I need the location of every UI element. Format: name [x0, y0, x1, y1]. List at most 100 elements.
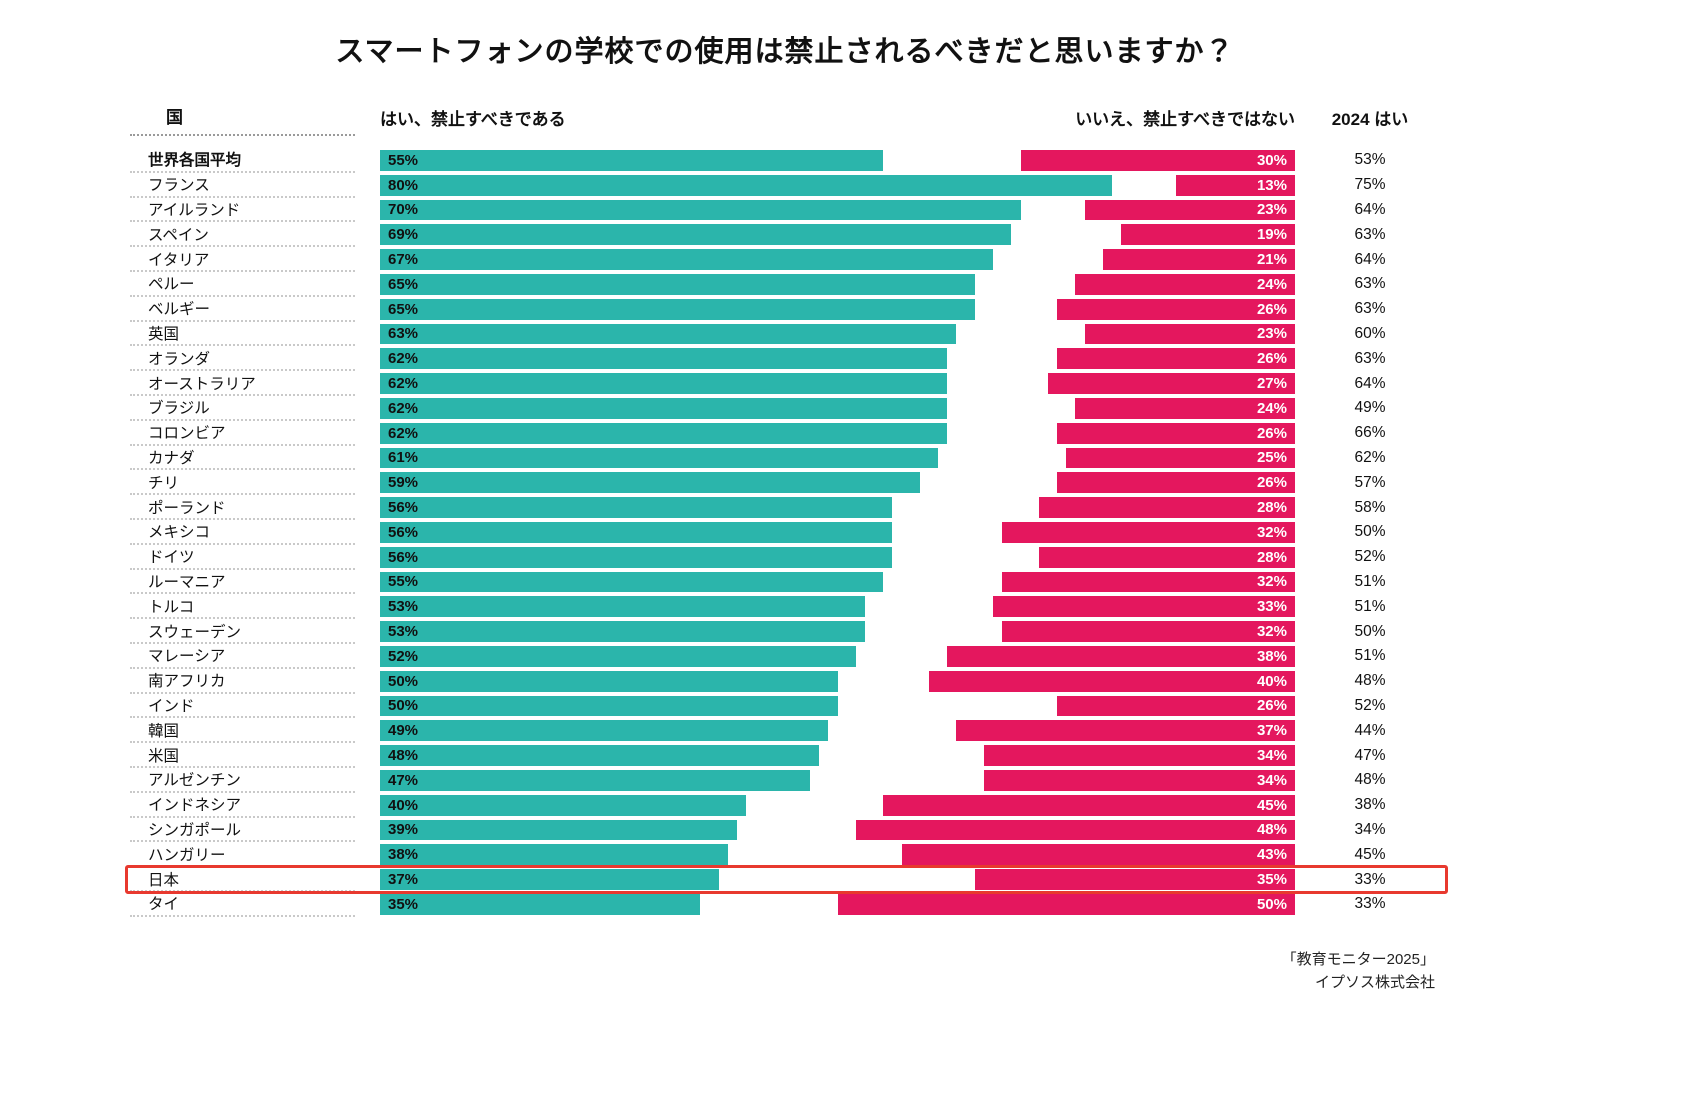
row-spacer-1: [355, 793, 380, 818]
country-label: 英国: [130, 322, 355, 347]
bar-area: 40% 45%: [380, 793, 1295, 818]
no-bar-value: 50%: [1256, 895, 1287, 913]
table-row: ハンガリー 38% 43% 45%: [130, 842, 1440, 868]
table-row: 世界各国平均 55% 30% 53%: [130, 148, 1440, 173]
country-label: インドネシア: [130, 793, 355, 818]
table-row: フランス 80% 13% 75%: [130, 173, 1440, 198]
country-label: シンガポール: [130, 818, 355, 843]
table-row: 日本 37% 35% 33%: [125, 865, 1448, 894]
yes-2024-value: 48%: [1354, 771, 1386, 789]
yes-2024-value: 53%: [1354, 151, 1386, 169]
column-header-no: いいえ、禁止すべきではない: [1075, 110, 1295, 129]
country-label: アルゼンチン: [130, 768, 355, 793]
no-bar-value: 32%: [1256, 623, 1287, 641]
no-bar-value: 25%: [1256, 449, 1287, 467]
row-spacer-2: [1295, 173, 1315, 198]
table-row: オーストラリア 62% 27% 64%: [130, 371, 1440, 396]
row-spacer-1: [355, 669, 380, 694]
yes-bar: 48%: [380, 745, 820, 766]
yes-2024-value: 63%: [1354, 225, 1386, 243]
yes-2024-value: 49%: [1354, 399, 1386, 417]
no-bar: 33%: [993, 596, 1295, 618]
bar-area: 53% 32%: [380, 619, 1295, 644]
yes-bar-value: 65%: [388, 275, 419, 293]
yes-2024-value: 52%: [1354, 548, 1386, 566]
row-spacer-1: [355, 222, 380, 247]
bar-area: 35% 50%: [380, 892, 1295, 917]
no-bar: 28%: [1038, 546, 1295, 568]
yes-bar-value: 69%: [388, 226, 419, 244]
bar-area: 37% 35%: [380, 867, 1295, 892]
row-spacer-1: [355, 644, 380, 669]
bar-area: 67% 21%: [380, 247, 1295, 272]
yes-2024-value: 66%: [1354, 424, 1386, 442]
yes-bar-value: 50%: [388, 697, 419, 715]
no-bar: 50%: [837, 893, 1295, 915]
table-row: メキシコ 56% 32% 50%: [130, 520, 1440, 545]
yes-bar-value: 35%: [388, 895, 419, 913]
row-spacer-2: [1295, 446, 1315, 471]
bar-area: 53% 33%: [380, 594, 1295, 619]
row-spacer-1: [355, 619, 380, 644]
row-spacer-1: [355, 842, 380, 867]
yes-bar: 53%: [380, 621, 865, 642]
bar-area: 56% 32%: [380, 520, 1295, 545]
no-bar: 24%: [1075, 273, 1295, 295]
row-spacer-1: [355, 421, 380, 446]
no-bar-value: 48%: [1256, 821, 1287, 839]
no-bar: 34%: [983, 745, 1295, 766]
bar-area: 55% 32%: [380, 570, 1295, 595]
yes-bar-value: 62%: [388, 399, 419, 417]
yes-2024-value: 33%: [1354, 870, 1386, 888]
row-spacer-1: [355, 520, 380, 545]
no-bar: 30%: [1020, 150, 1295, 171]
row-spacer-2: [1295, 594, 1315, 619]
country-label: マレーシア: [130, 644, 355, 669]
yes-2024-value: 64%: [1354, 374, 1386, 392]
column-header-2024: 2024 はい: [1331, 110, 1409, 129]
country-label: 日本: [130, 867, 355, 892]
no-bar-value: 19%: [1256, 226, 1287, 244]
row-spacer-2: [1295, 694, 1315, 719]
country-label: ペルー: [130, 272, 355, 297]
yes-bar-value: 49%: [388, 722, 419, 740]
country-label: 世界各国平均: [130, 148, 355, 173]
row-spacer-1: [355, 470, 380, 495]
no-bar-value: 26%: [1256, 474, 1287, 492]
no-bar: 26%: [1057, 422, 1295, 444]
yes-bar: 61%: [380, 447, 939, 469]
table-row: カナダ 61% 25% 62%: [130, 446, 1440, 471]
row-spacer-2: [1295, 842, 1315, 867]
no-bar-value: 32%: [1256, 573, 1287, 591]
country-label: トルコ: [130, 594, 355, 620]
chart-title: スマートフォンの学校での使用は禁止されるべきだと思いますか？: [335, 36, 1235, 68]
yes-bar: 55%: [380, 571, 884, 593]
yes-bar: 47%: [380, 769, 811, 791]
country-label: 韓国: [130, 718, 355, 744]
table-row: 英国 63% 23% 60%: [130, 322, 1440, 347]
yes-bar: 50%: [380, 670, 838, 692]
yes-bar: 67%: [380, 249, 994, 270]
row-spacer-2: [1295, 222, 1315, 247]
country-label: ブラジル: [130, 396, 355, 421]
yes-bar: 35%: [380, 893, 701, 915]
row-spacer-2: [1295, 718, 1315, 743]
no-bar-value: 26%: [1256, 350, 1287, 368]
no-bar: 32%: [1002, 521, 1295, 543]
bar-area: 38% 43%: [380, 842, 1295, 867]
yes-bar-value: 37%: [388, 871, 419, 888]
row-spacer-1: [355, 545, 380, 570]
no-bar-value: 35%: [1256, 871, 1287, 888]
yes-2024-value: 51%: [1354, 647, 1386, 665]
yes-bar: 38%: [380, 844, 728, 866]
table-row: アイルランド 70% 23% 64%: [130, 198, 1440, 223]
row-spacer-2: [1295, 545, 1315, 570]
bar-area: 70% 23%: [380, 198, 1295, 223]
row-spacer-1: [355, 818, 380, 843]
yes-2024-value: 63%: [1354, 349, 1386, 367]
table-row: ドイツ 56% 28% 52%: [130, 545, 1440, 570]
country-label: スウェーデン: [130, 619, 355, 644]
row-spacer-1: [355, 173, 380, 198]
bar-area: 52% 38%: [380, 644, 1295, 669]
country-label: ルーマニア: [130, 570, 355, 595]
